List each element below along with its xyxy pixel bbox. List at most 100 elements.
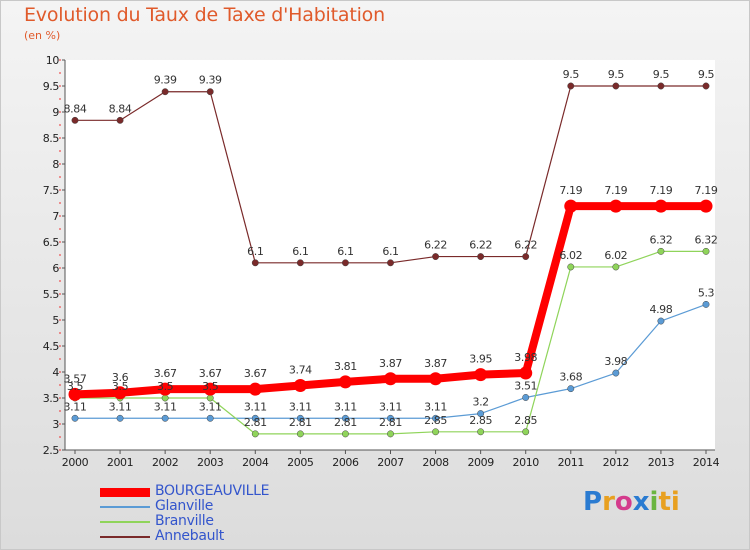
data-point [657, 82, 665, 90]
data-point [477, 253, 485, 261]
data-label: 3.95 [469, 353, 492, 366]
data-point [296, 414, 304, 422]
data-point [387, 414, 394, 422]
data-point [702, 82, 710, 90]
x-tick-label: 2001 [107, 456, 133, 469]
data-point [387, 430, 394, 438]
data-label: 3.67 [154, 367, 177, 380]
legend-swatch [100, 487, 150, 497]
legend-label: Glanville [155, 498, 214, 514]
x-tick-label: 2013 [648, 456, 675, 469]
x-tick-label: 2006 [332, 456, 359, 469]
data-point [251, 430, 259, 438]
data-label: 9.39 [154, 74, 177, 87]
data-label: 2.81 [289, 416, 312, 429]
data-label: 7.19 [695, 184, 718, 197]
data-label: 9.5 [698, 68, 715, 81]
legend-swatch [100, 521, 150, 523]
legend-label: Branville [155, 513, 214, 529]
x-tick-label: 2011 [558, 456, 584, 469]
data-label: 6.22 [424, 239, 447, 252]
data-point [609, 199, 623, 213]
y-tick-label: 7 [52, 210, 59, 223]
legend-label: BOURGEAUVILLE [155, 483, 270, 499]
data-label: 9.39 [199, 74, 222, 87]
logo-letter: r [602, 487, 615, 517]
data-point [429, 372, 443, 386]
data-point [68, 387, 82, 401]
data-point [477, 410, 485, 418]
chart-title: Evolution du Taux de Taxe d'Habitation [24, 4, 385, 26]
x-tick-label: 2007 [377, 456, 404, 469]
data-label: 3.6 [112, 371, 129, 384]
data-point [384, 372, 397, 386]
data-label: 6.02 [559, 249, 582, 262]
data-point [296, 259, 304, 267]
y-tick-label: 7.5 [43, 184, 60, 197]
y-tick-label: 4.5 [43, 340, 60, 353]
data-point [699, 199, 713, 213]
data-point [206, 88, 214, 96]
data-label: 3.5 [202, 380, 219, 393]
data-point [432, 414, 440, 422]
data-label: 3.57 [64, 372, 87, 385]
data-point [567, 385, 575, 393]
data-label: 2.81 [244, 416, 267, 429]
data-label: 4.98 [649, 303, 672, 316]
data-point [293, 379, 307, 393]
data-label: 3.81 [334, 360, 357, 373]
data-label: 6.1 [337, 245, 353, 258]
x-tick-label: 2014 [693, 456, 720, 469]
data-label: 9.5 [608, 68, 625, 81]
data-label: 6.1 [292, 245, 308, 258]
data-point [564, 199, 578, 213]
data-point [657, 247, 665, 255]
data-label: 3.87 [379, 357, 402, 370]
y-tick-label: 6 [52, 262, 59, 275]
y-tick-label: 3 [52, 418, 59, 431]
data-label: 6.32 [649, 233, 672, 246]
logo-letter: ti [658, 487, 680, 517]
data-point [657, 317, 665, 325]
data-point [71, 116, 79, 124]
data-point [248, 382, 262, 396]
logo-letter: x [632, 487, 650, 517]
legend-label: Annebault [155, 528, 224, 544]
data-point [702, 300, 710, 308]
data-point [522, 253, 530, 261]
data-label: 3.11 [109, 400, 132, 413]
data-label: 2.81 [379, 416, 402, 429]
data-point [158, 382, 172, 396]
data-point [477, 428, 485, 436]
data-label: 3.11 [289, 400, 312, 413]
data-point [203, 382, 217, 396]
y-tick-label: 8.5 [43, 132, 60, 145]
data-point [519, 366, 533, 380]
data-label: 2.81 [334, 416, 357, 429]
x-tick-label: 2005 [287, 456, 314, 469]
data-point [612, 263, 620, 271]
x-tick-label: 2000 [62, 456, 89, 469]
y-tick-label: 6.5 [43, 236, 60, 249]
x-tick-label: 2003 [197, 456, 224, 469]
x-tick-label: 2012 [603, 456, 629, 469]
data-point [71, 414, 79, 422]
logo-letter: i [649, 487, 659, 517]
data-point [296, 430, 304, 438]
data-label: 3.5 [112, 380, 129, 393]
data-label: 6.1 [382, 245, 398, 258]
data-point [206, 414, 214, 422]
data-label: 7.19 [604, 184, 627, 197]
data-label: 3.5 [67, 380, 84, 393]
chart-subtitle: (en %) [24, 29, 61, 42]
data-point [654, 199, 668, 213]
data-label: 2.85 [514, 414, 537, 427]
data-point [702, 247, 710, 255]
data-label: 3.74 [289, 364, 312, 377]
x-tick-label: 2010 [513, 456, 540, 469]
data-point [567, 263, 575, 271]
x-tick-label: 2002 [152, 456, 178, 469]
data-point [567, 82, 575, 90]
data-point [338, 375, 352, 389]
